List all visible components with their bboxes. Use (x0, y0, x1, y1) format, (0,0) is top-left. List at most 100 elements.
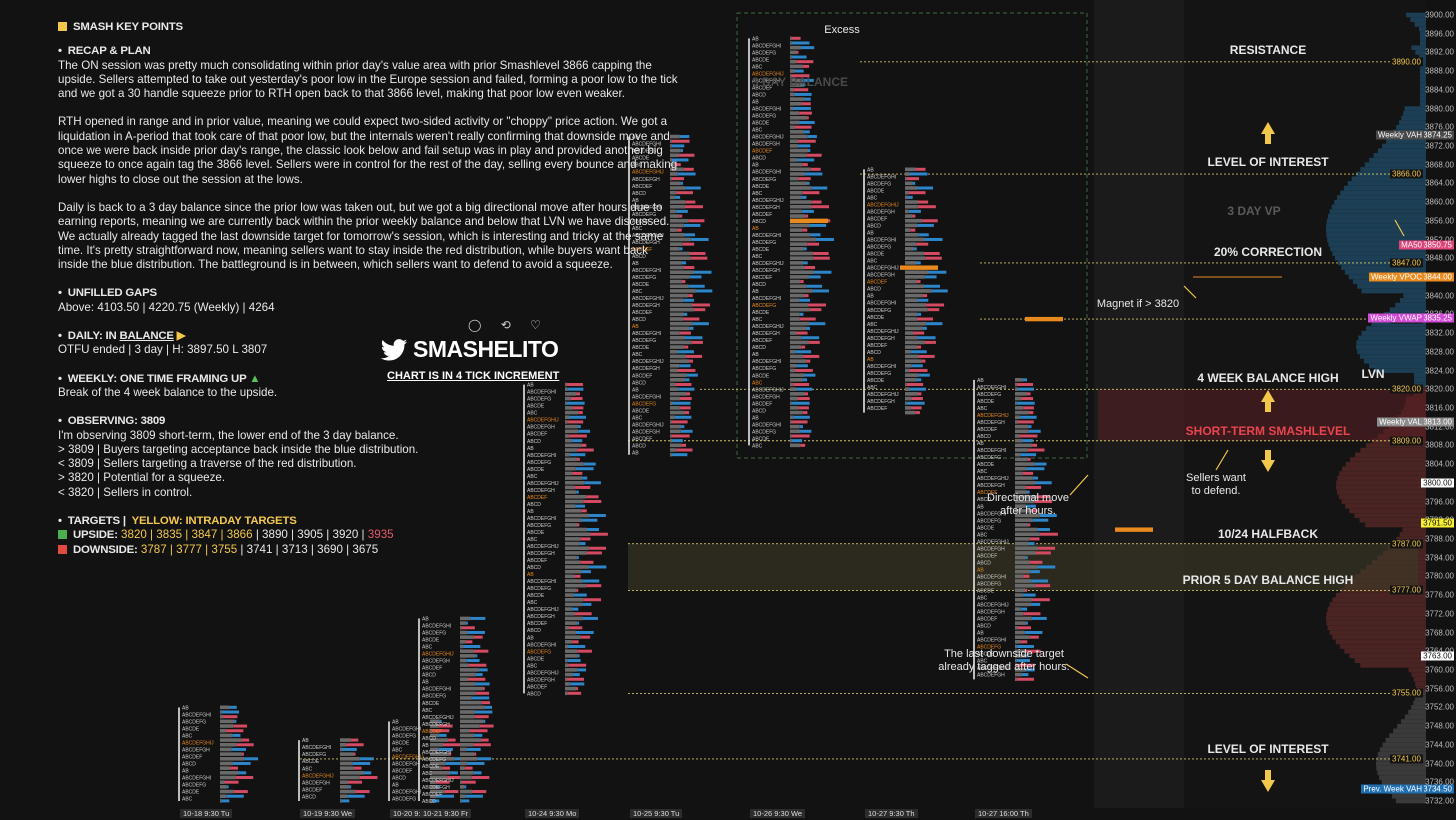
delta-bar (350, 738, 359, 742)
delta-bar (677, 368, 696, 372)
tpo-letters: ABC (527, 537, 538, 543)
tpo-letters: ABCDEFG (977, 392, 1001, 398)
profile-bar (790, 247, 804, 251)
delta-bar (466, 747, 481, 751)
y-axis-tick-label: 3892.00 (1425, 47, 1454, 57)
profile-bar (220, 785, 227, 789)
delta-bar (801, 102, 811, 106)
tpo-letters: ABCD (867, 350, 881, 356)
profile-bar (790, 363, 797, 368)
profile-bar (1015, 583, 1035, 588)
tpo-letters: ABC (867, 385, 878, 391)
tpo-letters: ABCDEFGHIJ (867, 392, 899, 398)
delta-bar (791, 401, 810, 405)
profile-bar (670, 410, 685, 415)
delta-bar (566, 383, 584, 387)
profile-bar (670, 247, 680, 251)
profile-bar (790, 111, 800, 115)
profile-bar (1015, 476, 1033, 480)
tpo-letters: ABCD (752, 156, 766, 162)
profile-bar (905, 378, 917, 382)
y-axis-tick-label: 3780.00 (1425, 571, 1454, 581)
tpo-letters: ABCDEFG (392, 734, 416, 740)
profile-bar (905, 326, 923, 331)
profile-bar (670, 298, 684, 303)
delta-bar (679, 331, 691, 335)
profile-bar (565, 518, 582, 522)
volume-profile-bar (1336, 480, 1426, 486)
delta-bar (808, 149, 811, 153)
session-date-label: 10-26 9:30 We (750, 809, 806, 818)
delta-bar (589, 514, 606, 518)
profile-bar (905, 214, 913, 218)
tpo-letters: ABCDE (632, 156, 650, 162)
delta-bar (474, 710, 493, 714)
key-level-value: 3820.00 (1390, 384, 1423, 394)
tpo-letters: ABCDEFGHIJ (977, 413, 1009, 419)
recap-paragraph: The ON session was pretty much consolida… (58, 58, 678, 101)
delta-bar (679, 214, 683, 218)
tpo-letters: AB (632, 261, 639, 267)
y-axis-tick-label: 3752.00 (1425, 702, 1454, 712)
delta-bar (679, 364, 691, 368)
brand-name: SMASHELITO (413, 336, 559, 362)
volume-profile-bar (1415, 681, 1426, 687)
delta-bar (567, 659, 581, 663)
profile-bar (905, 218, 923, 223)
profile-bar (905, 345, 917, 349)
profile-bar (565, 551, 587, 555)
profile-bar (790, 204, 812, 209)
delta-bar (675, 209, 688, 213)
delta-bar (797, 144, 811, 148)
profile-bar (220, 775, 236, 780)
social-icons[interactable]: ◯ ⟲ ♡ (468, 318, 549, 332)
volume-profile-bar (1419, 54, 1426, 60)
profile-bar (1015, 597, 1033, 602)
profile-bar (905, 204, 918, 209)
delta-bar (806, 284, 823, 288)
profile-bar (905, 335, 918, 340)
profile-bar (565, 387, 568, 391)
profile-bar (790, 275, 809, 279)
sellers-note: Sellers want to defend. (1186, 472, 1246, 497)
profile-bar (220, 728, 226, 733)
delta-bar (233, 761, 251, 765)
volume-profile-bar (1341, 265, 1426, 270)
tpo-letters: ABCDEFGHI (752, 233, 781, 239)
profile-bar (565, 644, 568, 649)
profile-bar (905, 406, 911, 410)
y-axis-tick-label: 3796.00 (1425, 497, 1454, 507)
delta-bar (910, 228, 916, 232)
delta-bar (675, 383, 692, 387)
profile-bar (565, 691, 568, 696)
tpo-letters: ABC (977, 532, 988, 538)
tpo-letters: ABCDEFGHIJ (977, 476, 1009, 482)
profile-bar (670, 354, 686, 359)
delta-bar (928, 270, 947, 274)
delta-bar (794, 368, 813, 372)
tpo-letters: ABCD (632, 254, 646, 260)
tpo-letters: ABCDEFGH (632, 366, 660, 372)
profile-bar (790, 265, 805, 270)
delta-bar (1037, 495, 1050, 499)
price-tag-name: Weekly VWAP (1368, 313, 1424, 323)
delta-bar (466, 659, 480, 663)
delta-bar (473, 635, 483, 639)
profile-bar (670, 307, 694, 312)
tpo-letters: ABCDEFGH (527, 614, 555, 620)
profile-bar (1015, 588, 1026, 593)
profile-bar (565, 588, 577, 593)
delta-bar (1021, 673, 1029, 677)
tpo-letters: ABCD (977, 560, 991, 566)
delta-bar (916, 317, 934, 321)
profile-bar (790, 55, 792, 59)
delta-bar (793, 106, 811, 110)
volume-profile-bar (1342, 466, 1426, 472)
tpo-letters: ABCDEFGHIJ (182, 741, 214, 747)
tpo-letters: ABCDEFGHI (977, 638, 1006, 644)
delta-bar (791, 55, 807, 59)
profile-bar (1015, 569, 1031, 574)
delta-bar (465, 794, 483, 798)
delta-bar (577, 621, 580, 625)
profile-bar (460, 696, 472, 700)
